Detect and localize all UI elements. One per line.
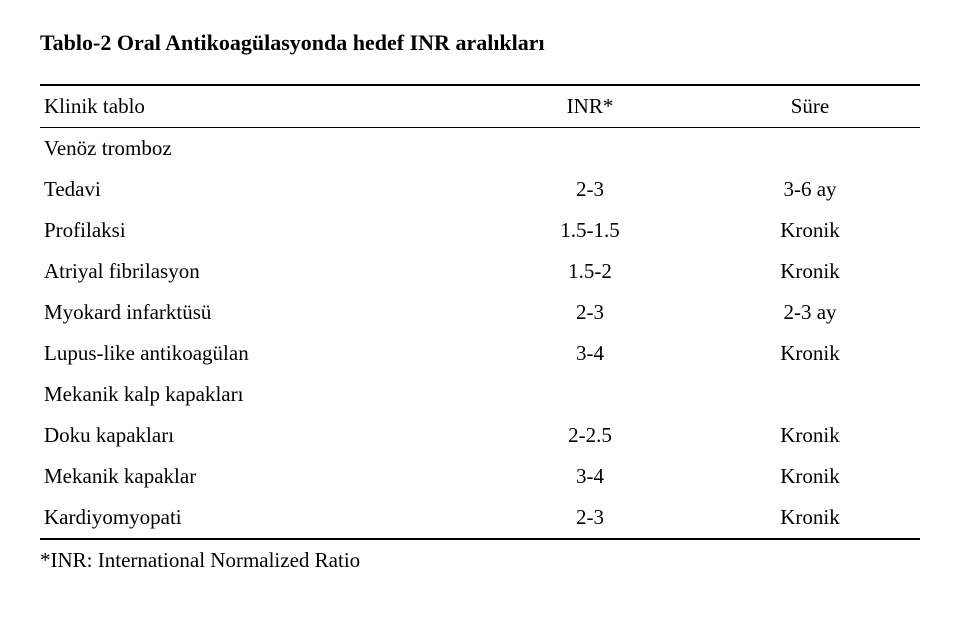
cell-inr: 3-4 — [480, 333, 700, 374]
cell-label: Myokard infarktüsü — [40, 292, 480, 333]
cell-inr: 2-3 — [480, 169, 700, 210]
cell-label: Lupus-like antikoagülan — [40, 333, 480, 374]
table-row: Mekanik kapaklar3-4Kronik — [40, 456, 920, 497]
cell-label: Atriyal fibrilasyon — [40, 251, 480, 292]
cell-sure: Kronik — [700, 456, 920, 497]
table-row: Myokard infarktüsü2-32-3 ay — [40, 292, 920, 333]
cell-inr: 2-3 — [480, 292, 700, 333]
table-row: Doku kapakları2-2.5Kronik — [40, 415, 920, 456]
cell-sure: Kronik — [700, 497, 920, 539]
cell-inr: 3-4 — [480, 456, 700, 497]
header-klinik: Klinik tablo — [40, 85, 480, 128]
cell-sure: Kronik — [700, 210, 920, 251]
table-row: Lupus-like antikoagülan3-4Kronik — [40, 333, 920, 374]
table-row: Tedavi2-33-6 ay — [40, 169, 920, 210]
cell-sure — [700, 128, 920, 170]
cell-label: Venöz tromboz — [40, 128, 480, 170]
cell-sure: Kronik — [700, 333, 920, 374]
cell-label: Mekanik kalp kapakları — [40, 374, 480, 415]
cell-sure — [700, 374, 920, 415]
cell-label: Mekanik kapaklar — [40, 456, 480, 497]
table-row: Atriyal fibrilasyon1.5-2Kronik — [40, 251, 920, 292]
cell-label: Kardiyomyopati — [40, 497, 480, 539]
cell-inr: 2-3 — [480, 497, 700, 539]
cell-label: Tedavi — [40, 169, 480, 210]
table-header-row: Klinik tablo INR* Süre — [40, 85, 920, 128]
table-row: Mekanik kalp kapakları — [40, 374, 920, 415]
header-sure: Süre — [700, 85, 920, 128]
cell-inr: 1.5-2 — [480, 251, 700, 292]
footnote: *INR: International Normalized Ratio — [40, 540, 920, 573]
cell-sure: 3-6 ay — [700, 169, 920, 210]
table-row: Venöz tromboz — [40, 128, 920, 170]
table-row: Profilaksi1.5-1.5Kronik — [40, 210, 920, 251]
cell-inr — [480, 374, 700, 415]
cell-inr — [480, 128, 700, 170]
header-inr: INR* — [480, 85, 700, 128]
cell-label: Doku kapakları — [40, 415, 480, 456]
cell-label: Profilaksi — [40, 210, 480, 251]
cell-inr: 1.5-1.5 — [480, 210, 700, 251]
cell-sure: Kronik — [700, 415, 920, 456]
cell-inr: 2-2.5 — [480, 415, 700, 456]
inr-table: Klinik tablo INR* Süre Venöz trombozTeda… — [40, 84, 920, 540]
table-row: Kardiyomyopati2-3Kronik — [40, 497, 920, 539]
table-title: Tablo-2 Oral Antikoagülasyonda hedef INR… — [40, 30, 920, 56]
cell-sure: Kronik — [700, 251, 920, 292]
cell-sure: 2-3 ay — [700, 292, 920, 333]
